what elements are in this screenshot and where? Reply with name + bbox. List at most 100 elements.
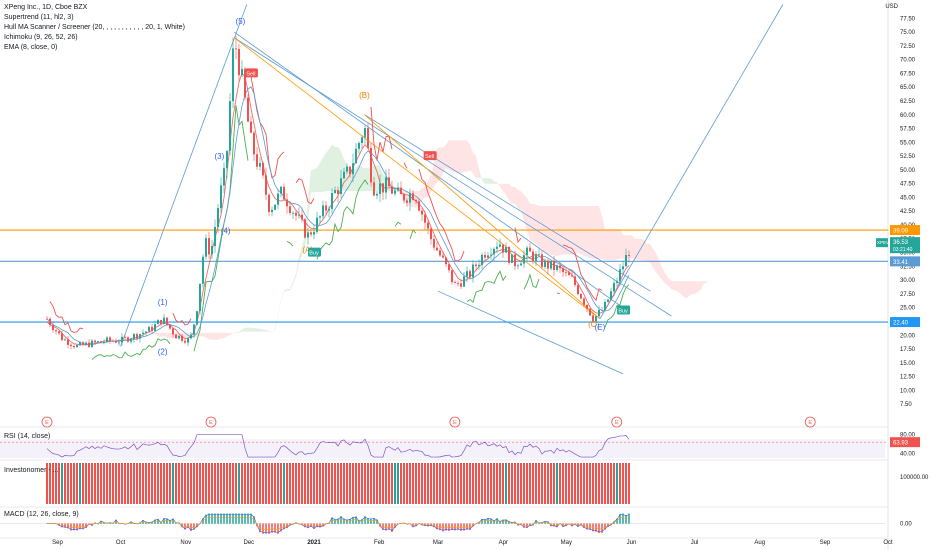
investonomer-bar [100, 463, 102, 504]
macd-bar [274, 523, 276, 533]
investonomer-bar [418, 463, 420, 504]
cloud-segment [317, 162, 320, 192]
candle-body [343, 171, 345, 179]
macd-bar [280, 523, 282, 532]
legend-investonomer[interactable]: Investonomer - ... [4, 467, 59, 474]
macd-bar [250, 513, 252, 524]
cloud-segment [284, 288, 287, 292]
investonomer-bar [67, 463, 69, 504]
candle-body [475, 264, 477, 267]
candle-body [247, 97, 249, 122]
legend-ichimoku[interactable]: Ichimoku (9, 26, 52, 26) [4, 34, 78, 41]
cloud-segment [659, 259, 662, 280]
candle-body [349, 166, 351, 175]
legend-supertrend[interactable]: Supertrend (11, hl2, 3) [4, 14, 74, 21]
candle-body [418, 201, 420, 211]
candle-body [469, 271, 471, 278]
macd-bar [358, 520, 360, 524]
investonomer-bar [382, 463, 384, 504]
macd-bar [589, 523, 591, 530]
cloud-segment [155, 332, 158, 337]
rsi-value-label: 63.93 [893, 441, 909, 447]
candle-body [316, 217, 318, 232]
investonomer-bar [391, 463, 393, 504]
x-tick-label: Jul [691, 540, 699, 546]
macd-bar [172, 518, 174, 524]
cloud-segment [299, 246, 302, 264]
wave-label-E: (E) [595, 323, 606, 332]
legend-title[interactable]: XPeng Inc., 1D, Cboe BZX [4, 4, 88, 11]
cloud-segment [638, 238, 641, 261]
investonomer-bar [244, 463, 246, 504]
investonomer-bar [70, 463, 72, 504]
cloud-segment [515, 187, 518, 209]
investonomer-bar [298, 463, 300, 504]
investonomer-bar [205, 463, 207, 504]
y-tick-label: 57.50 [900, 127, 916, 133]
candle-body [565, 272, 567, 274]
investonomer-bar [520, 463, 522, 504]
cloud-segment [245, 327, 248, 332]
cloud-segment [533, 203, 536, 245]
investonomer-bar [553, 463, 555, 504]
candle-body [253, 132, 255, 155]
investonomer-bar [565, 463, 567, 504]
investonomer-bar [460, 463, 462, 504]
macd-bar [163, 518, 165, 524]
macd-bar [361, 519, 363, 524]
candle-body [424, 214, 426, 223]
investonomer-bar [145, 463, 147, 504]
candle-body [391, 186, 393, 194]
candle-body [199, 283, 201, 312]
investonomer-bar [625, 463, 627, 504]
candle-body [154, 324, 156, 331]
investonomer-bar [589, 463, 591, 504]
investonomer-bar [277, 463, 279, 504]
legend-macd[interactable]: MACD (12, 26, close, 9) [4, 511, 79, 518]
investonomer-bar [76, 463, 78, 504]
macd-bar [115, 519, 117, 524]
x-axis: Sep Oct Nov Dec 2021 Feb Mar Apr May Jun Jul Aug Sep… [52, 540, 893, 546]
candle-body [442, 255, 444, 258]
x-tick-label: Feb [374, 540, 385, 546]
cloud-segment [467, 140, 470, 172]
cloud-segment [557, 206, 560, 257]
candle-body [439, 250, 441, 256]
y-tick-label: 60.00 [900, 113, 916, 119]
investonomer-bar [199, 463, 201, 504]
candle-body [283, 186, 285, 200]
investonomer-bar [250, 463, 252, 504]
candle-body [268, 194, 270, 213]
investonomer-bar [52, 463, 54, 504]
investonomer-bar [598, 463, 600, 504]
wave-label-B: (B) [359, 91, 370, 100]
macd-bar [385, 523, 387, 531]
candle-body [160, 319, 162, 324]
cloud-segment [539, 206, 542, 249]
y-tick-label: 70.00 [900, 58, 916, 64]
candle-body [619, 269, 621, 282]
candle-body [106, 337, 108, 342]
investonomer-bar [604, 463, 606, 504]
macd-bar [184, 523, 186, 530]
candle-body [361, 137, 363, 143]
x-tick-label: Sep [820, 540, 831, 546]
wave-label-C: (C) [588, 320, 599, 329]
cloud-segment [239, 329, 242, 333]
candle-body [91, 340, 93, 347]
cloud-segment [449, 140, 452, 172]
legend-rsi[interactable]: RSI (14, close) [4, 433, 51, 440]
investonomer-bar [229, 463, 231, 504]
cloud-segment [221, 332, 224, 339]
legend-hull[interactable]: Hull MA Scanner / Screener (20, , , , , … [4, 24, 185, 31]
investonomer-bar [346, 463, 348, 504]
investonomer-bar [361, 463, 363, 504]
candle-body [544, 260, 546, 267]
candle-body [109, 337, 111, 341]
macd-bar [373, 517, 375, 524]
macd-bar [277, 523, 279, 534]
candle-body [298, 214, 300, 216]
candle-body [547, 260, 549, 269]
legend-ema[interactable]: EMA (8, close, 0) [4, 44, 58, 51]
